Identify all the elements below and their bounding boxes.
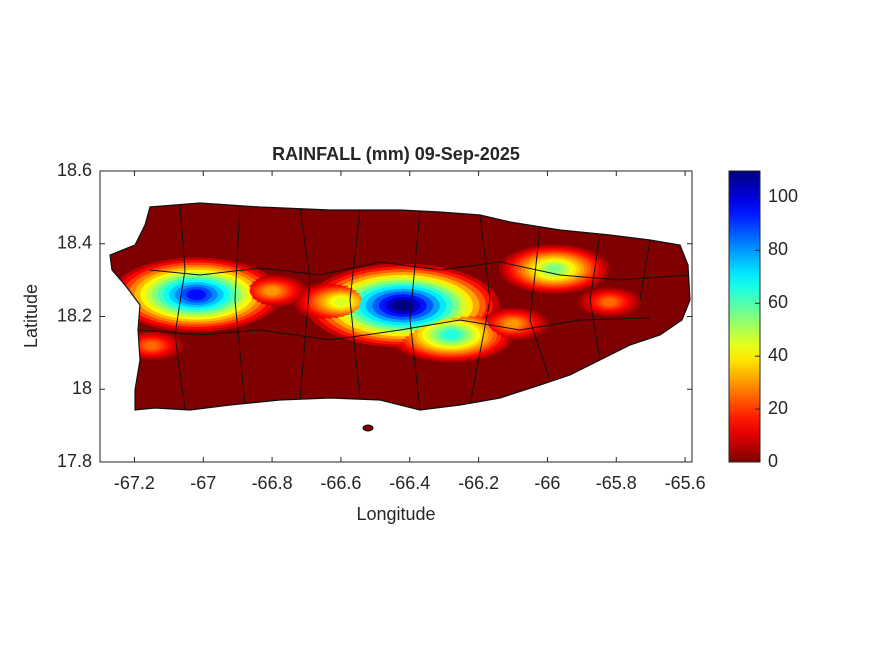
y-tick-label: 18.4 xyxy=(57,233,92,253)
y-tick-label: 18 xyxy=(72,378,92,398)
colorbar xyxy=(728,170,761,463)
islet xyxy=(362,424,374,432)
rain-peak xyxy=(546,264,562,274)
x-tick-label: -67.2 xyxy=(114,473,155,493)
municipal-boundaries xyxy=(139,204,690,410)
y-tick-label: 18.6 xyxy=(57,160,92,180)
rain-peak xyxy=(506,319,520,328)
rain-field xyxy=(111,244,643,363)
x-tick-label: -66.2 xyxy=(458,473,499,493)
y-tick-label: 17.8 xyxy=(57,451,92,471)
rain-peak xyxy=(186,289,207,301)
x-tick-label: -67 xyxy=(190,473,216,493)
y-axis-label: Latitude xyxy=(21,284,41,348)
rain-peak xyxy=(392,299,414,312)
rain-peak xyxy=(333,297,349,307)
colorbar-tick-label: 20 xyxy=(768,398,788,418)
x-tick-label: -66.6 xyxy=(320,473,361,493)
rain-peak xyxy=(265,287,279,296)
colorbar-tick-label: 100 xyxy=(768,186,798,206)
x-tick-label: -65.6 xyxy=(665,473,706,493)
colorbar-tick-label: 80 xyxy=(768,239,788,259)
x-axis-label: Longitude xyxy=(356,504,435,524)
x-tick-label: -66.8 xyxy=(252,473,293,493)
x-tick-label: -66.4 xyxy=(389,473,430,493)
x-tick-label: -65.8 xyxy=(596,473,637,493)
colorbar-tick-label: 0 xyxy=(768,451,778,471)
colorbar-tick-label: 60 xyxy=(768,292,788,312)
coastline xyxy=(109,202,691,411)
colorbar-tick-label: 40 xyxy=(768,345,788,365)
rain-peak xyxy=(442,329,460,340)
x-tick-label: -66 xyxy=(534,473,560,493)
rain-peak xyxy=(603,298,616,306)
rain-peak xyxy=(145,341,158,350)
chart-title: RAINFALL (mm) 09-Sep-2025 xyxy=(272,144,520,164)
y-tick-label: 18.2 xyxy=(57,305,92,325)
